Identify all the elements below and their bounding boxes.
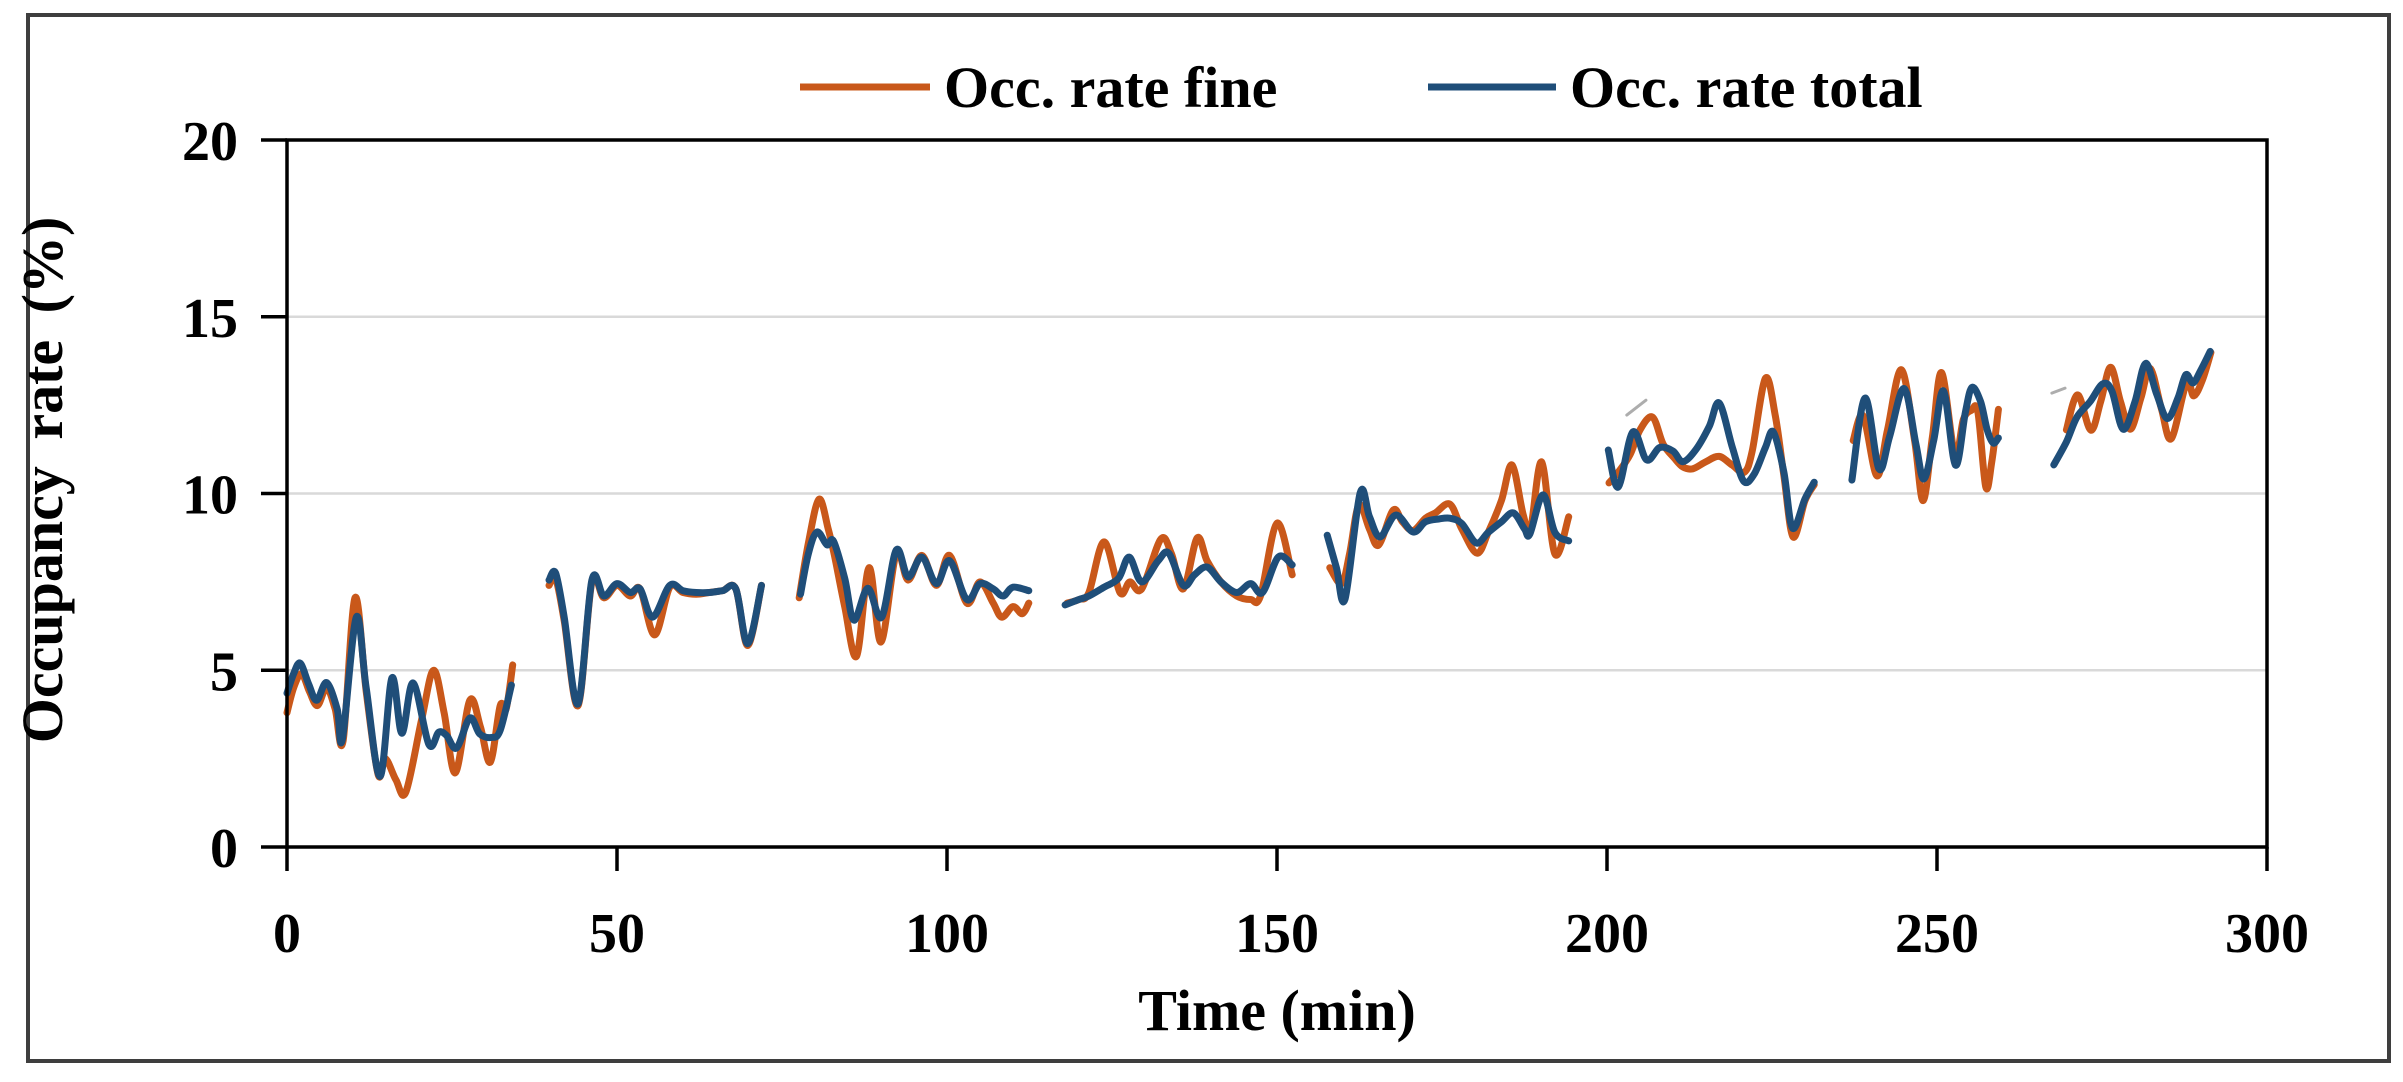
- series-total-segment-8: [2050, 347, 2214, 469]
- y-tick-label-15: 15: [182, 288, 238, 350]
- series-total: [283, 347, 2214, 780]
- x-tick-label-0: 0: [273, 903, 301, 965]
- legend-item-fine: Occ. rate fine: [800, 55, 1277, 120]
- legend-label-fine: Occ. rate fine: [944, 55, 1277, 120]
- x-tick-label-50: 50: [589, 903, 645, 965]
- x-tick-label-300: 300: [2225, 903, 2309, 965]
- figure-border: [26, 13, 2391, 1063]
- x-tick-labels: 0 50 100 150 200 250 300: [273, 903, 2309, 965]
- legend: Occ. rate fine Occ. rate total: [800, 55, 1923, 120]
- y-tick-label-0: 0: [210, 818, 238, 880]
- x-tick-label-200: 200: [1565, 903, 1649, 965]
- series-total-segment-7: [1848, 383, 2002, 484]
- series-fine-segment-3: [795, 495, 1033, 661]
- y-tick-label-20: 20: [182, 111, 238, 173]
- axes-and-ticks: [261, 138, 2269, 871]
- series-fine-segment-8: [2062, 349, 2215, 443]
- artifact-dashes: [1625, 386, 2067, 417]
- series-total-segment-4: [1061, 548, 1296, 609]
- y-tick-labels: 0 5 10 15 20: [182, 111, 238, 880]
- series-total-segment-1: [283, 612, 515, 780]
- y-tick-label-5: 5: [210, 641, 238, 703]
- y-axis-title: Occupancy rate (%): [10, 217, 75, 744]
- legend-item-total: Occ. rate total: [1428, 55, 1923, 120]
- x-tick-label-150: 150: [1235, 903, 1319, 965]
- series-total-segment-6: [1604, 399, 1818, 532]
- x-tick-label-100: 100: [905, 903, 989, 965]
- data-series: [283, 347, 2215, 799]
- x-tick-label-250: 250: [1895, 903, 1979, 965]
- series-total-segment-3: [797, 528, 1033, 624]
- x-axis-title: Time (min): [1138, 978, 1416, 1043]
- y-tick-label-10: 10: [182, 465, 238, 527]
- artifact-dash-1: [1625, 398, 1648, 417]
- series-fine: [283, 349, 2215, 799]
- artifact-dash-2: [2050, 386, 2067, 395]
- series-total-segment-5: [1323, 486, 1573, 606]
- legend-label-total: Occ. rate total: [1570, 55, 1923, 120]
- series-total-segment-2: [545, 567, 765, 708]
- gridlines: [287, 315, 2267, 672]
